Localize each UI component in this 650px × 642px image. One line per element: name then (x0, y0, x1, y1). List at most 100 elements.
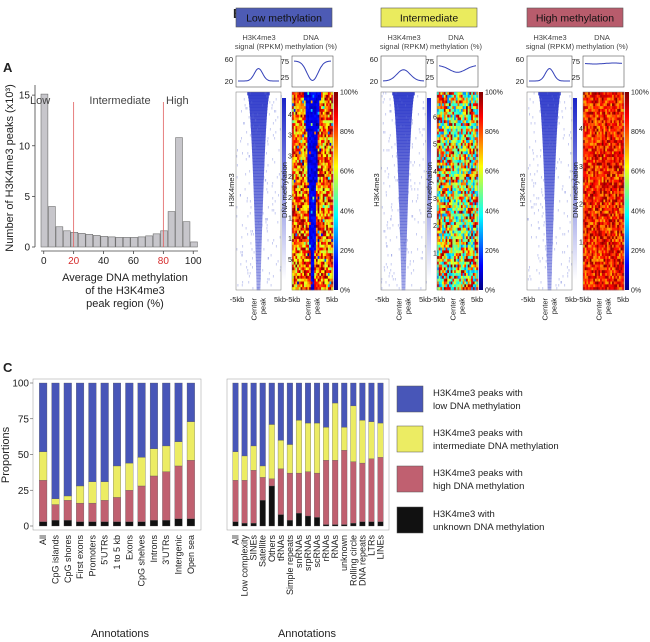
methylation-cell (455, 148, 458, 152)
methylation-cell (440, 253, 443, 257)
methylation-cell (300, 270, 303, 274)
methylation-cell (448, 179, 451, 183)
methylation-cell (596, 142, 599, 147)
methylation-cell (618, 162, 621, 166)
methylation-cell (297, 216, 300, 220)
methylation-cell (471, 114, 474, 118)
methylation-cell (583, 100, 586, 104)
methylation-cell (591, 157, 594, 161)
methylation-cell (315, 219, 318, 223)
methylation-cell (452, 199, 455, 203)
methylation-cell (467, 278, 470, 282)
methylation-cell (613, 92, 616, 96)
methylation-cell (319, 131, 322, 135)
methylation-cell (445, 261, 448, 265)
methylation-cell (312, 256, 315, 260)
methylation-cell (314, 284, 317, 288)
methylation-cell (613, 120, 616, 124)
signal-noise (420, 212, 422, 215)
methylation-cell (467, 202, 470, 206)
methylation-cell (462, 162, 465, 166)
methylation-cell (442, 267, 445, 271)
methylation-cell (455, 157, 458, 161)
methylation-cell (608, 157, 611, 161)
methylation-cell (314, 278, 317, 282)
methylation-cell (300, 117, 303, 121)
methylation-cell (302, 199, 305, 203)
methylation-cell (315, 140, 318, 144)
methylation-cell (445, 168, 448, 172)
methylation-cell (459, 168, 462, 172)
methylation-cell (600, 151, 603, 155)
methylation-cell (300, 140, 303, 144)
methylation-cell (610, 100, 613, 104)
methylation-cell (442, 236, 445, 240)
methylation-cell (326, 142, 329, 147)
methylation-cell (457, 162, 460, 166)
methylation-cell (583, 106, 586, 110)
methylation-cell (452, 165, 455, 169)
methylation-cell (583, 97, 586, 101)
methylation-cell (450, 108, 453, 113)
methylation-cell (317, 148, 320, 152)
methylation-cell (469, 117, 472, 121)
methylation-cell (312, 264, 315, 268)
methylation-cell (476, 106, 479, 110)
methylation-cell (452, 162, 455, 166)
signal-noise (533, 203, 535, 206)
methylation-cell (460, 159, 463, 164)
methylation-cell (448, 182, 451, 186)
methylation-cell (445, 174, 448, 178)
methylation-cell (297, 142, 300, 147)
methylation-cell (594, 111, 597, 115)
methylation-cell (305, 213, 308, 217)
methylation-cell (312, 287, 315, 291)
methylation-cell (438, 270, 441, 274)
methylation-cell (307, 284, 310, 288)
methylation-cell (321, 114, 324, 118)
methylation-cell (445, 202, 448, 206)
methylation-cell (467, 142, 470, 147)
hist-x-label: Average DNA methylation (62, 272, 188, 284)
methylation-cell (469, 281, 472, 285)
signal-heatmap-row (545, 218, 554, 222)
methylation-cell (455, 205, 458, 209)
methylation-cell (460, 108, 463, 113)
methylation-cell (331, 137, 334, 141)
methylation-cell (443, 196, 446, 200)
methylation-cell (598, 154, 601, 158)
methylation-cell (445, 140, 448, 144)
methylation-cell (303, 261, 306, 265)
methylation-cell (302, 100, 305, 104)
methylation-cell (455, 202, 458, 206)
methylation-cell (618, 159, 621, 164)
methylation-cell (443, 273, 446, 277)
methylation-cell (310, 278, 313, 282)
methylation-cell (331, 148, 334, 152)
methylation-cell (321, 207, 324, 212)
signal-noise (418, 152, 420, 155)
methylation-cell (321, 205, 324, 209)
signal-noise (562, 233, 564, 236)
methylation-cell (314, 244, 317, 248)
methylation-cell (613, 140, 616, 144)
methylation-cell (608, 142, 611, 147)
methylation-cell (459, 287, 462, 291)
signal-noise (424, 245, 426, 248)
methylation-cell (450, 134, 453, 138)
methylation-cell (474, 151, 477, 155)
signal-noise (242, 152, 243, 155)
methylation-cell (443, 230, 446, 234)
methylation-cell (312, 94, 315, 98)
signal-heatmap-row (541, 116, 558, 120)
methylation-cell (448, 253, 451, 257)
signal-noise (245, 260, 247, 263)
methylation-cell (618, 94, 621, 98)
methylation-cell (309, 125, 312, 130)
methylation-cell (297, 151, 300, 155)
signal-noise (264, 92, 266, 95)
methylation-cell (476, 117, 479, 121)
methylation-cell (324, 157, 327, 161)
meth-ytick: 25 (426, 73, 434, 82)
methylation-cell (469, 205, 472, 209)
